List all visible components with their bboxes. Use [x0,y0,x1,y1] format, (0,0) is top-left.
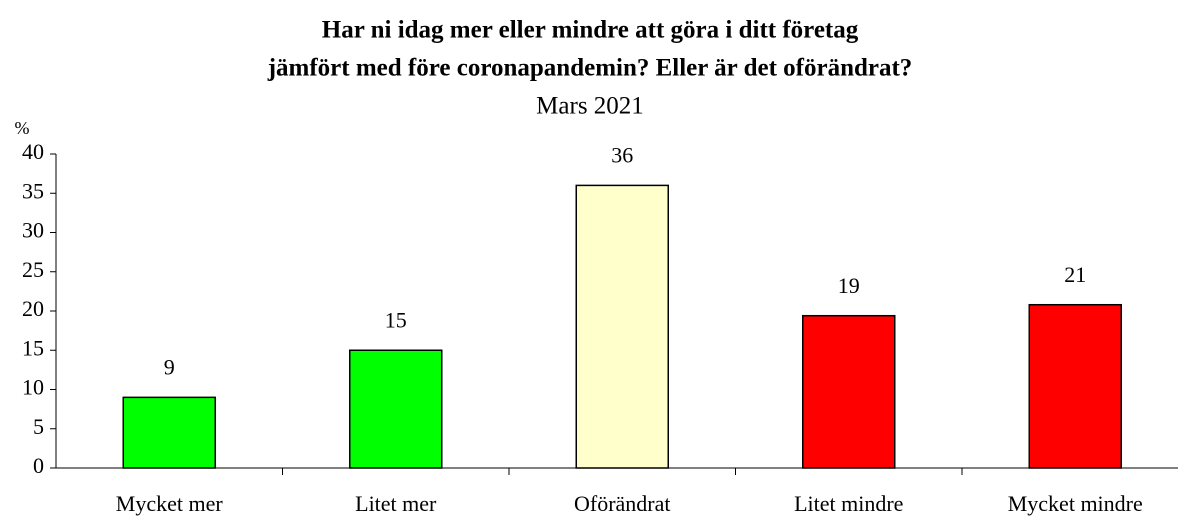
chart-title: Har ni idag mer eller mindre att göra i … [322,17,859,44]
bar [122,396,216,469]
y-axis-label: % [15,118,30,138]
y-tick-label: 15 [22,335,44,360]
x-tick-label: Mycket mer [116,491,224,516]
y-tick-label: 20 [22,296,44,321]
data-label: 36 [611,142,633,167]
x-tick-label: Mycket mindre [1008,491,1143,516]
data-label: 21 [1064,262,1086,287]
y-tick-label: 10 [22,375,44,400]
bar [349,349,443,469]
y-tick-label: 25 [22,257,44,282]
data-label: 19 [838,273,860,298]
chart-title: jämfört med före coronapandemin? Eller ä… [267,55,913,82]
y-tick-label: 35 [22,178,44,203]
data-label: 15 [385,307,407,332]
bar [575,184,669,469]
y-tick-label: 40 [22,139,44,164]
bar [802,314,896,469]
x-tick-label: Oförändrat [574,491,671,516]
chart-subtitle: Mars 2021 [536,93,644,120]
bar [1028,303,1122,469]
y-tick-label: 30 [22,218,44,243]
y-tick-label: 0 [33,453,44,478]
x-tick-label: Litet mindre [794,491,903,516]
y-tick-label: 5 [33,414,44,439]
data-label: 9 [164,354,175,379]
x-tick-label: Litet mer [355,491,437,516]
